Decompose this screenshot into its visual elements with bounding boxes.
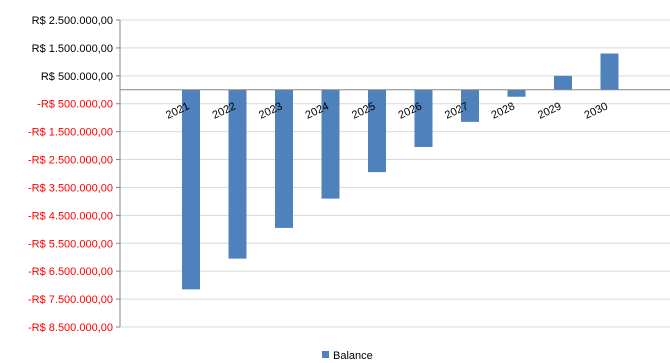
y-tick-label: -R$ 8.500.000,00 bbox=[28, 322, 113, 334]
bar-2026 bbox=[414, 89, 433, 147]
legend-swatch-balance bbox=[322, 351, 329, 358]
y-tick-label: R$ 2.500.000,00 bbox=[32, 15, 113, 27]
y-tick-label: -R$ 2.500.000,00 bbox=[28, 155, 113, 167]
y-tick-label: -R$ 5.500.000,00 bbox=[28, 238, 113, 250]
y-tick-label: R$ 500.000,00 bbox=[41, 71, 113, 83]
bar-2027 bbox=[461, 89, 479, 122]
y-tick-label: -R$ 500.000,00 bbox=[37, 99, 113, 111]
bar-2024 bbox=[321, 89, 340, 199]
legend: Balance bbox=[322, 350, 373, 362]
bar-2030 bbox=[600, 53, 619, 90]
legend-label-balance: Balance bbox=[333, 350, 373, 362]
y-tick-label: -R$ 1.500.000,00 bbox=[28, 127, 113, 139]
y-tick-label: -R$ 3.500.000,00 bbox=[28, 182, 113, 194]
gridlines bbox=[120, 19, 670, 328]
y-tick-label: -R$ 7.500.000,00 bbox=[28, 294, 113, 306]
y-axis: R$ 2.500.000,00 R$ 1.500.000,00 R$ 500.000… bbox=[28, 15, 121, 334]
bar-2022 bbox=[228, 89, 247, 259]
bar-series-balance bbox=[182, 53, 619, 290]
bar-2028 bbox=[507, 89, 526, 97]
bar-2023 bbox=[275, 89, 293, 228]
y-tick-label: -R$ 6.500.000,00 bbox=[28, 266, 113, 278]
y-tick-label: R$ 1.500.000,00 bbox=[32, 43, 113, 55]
bar-2021 bbox=[182, 89, 200, 290]
bar-2029 bbox=[554, 75, 572, 90]
y-tick-label: -R$ 4.500.000,00 bbox=[28, 210, 113, 222]
bar-2025 bbox=[368, 89, 386, 173]
